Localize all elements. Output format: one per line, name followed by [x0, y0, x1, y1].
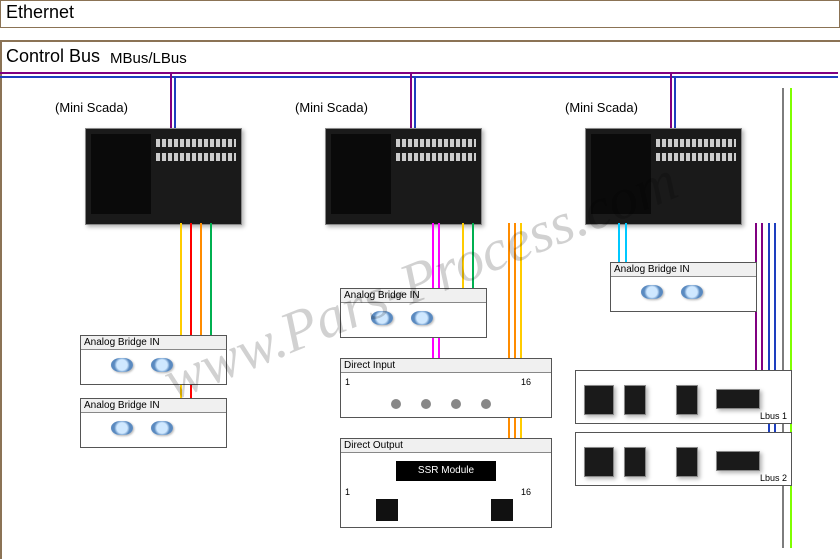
drop-1b	[174, 76, 176, 132]
io-icon	[371, 311, 393, 325]
di-1: 1	[345, 377, 350, 387]
mbus-label: MBus/LBus	[110, 50, 187, 67]
io-icon	[641, 285, 663, 299]
io-icon	[111, 421, 133, 435]
analog-bridge-1a: Analog Bridge IN	[80, 335, 227, 385]
drop-1p	[170, 72, 172, 132]
di-dot	[391, 399, 401, 409]
lbus1-mod	[624, 385, 646, 415]
di-dot	[451, 399, 461, 409]
analog-bridge-2-title: Analog Bridge IN	[341, 289, 486, 303]
scada-1	[85, 128, 242, 225]
lbus-1: Lbus 1	[575, 370, 792, 424]
io-icon	[151, 421, 173, 435]
drop-3p	[670, 72, 672, 132]
analog-bridge-2: Analog Bridge IN	[340, 288, 487, 338]
lbus-2: Lbus 2	[575, 432, 792, 486]
direct-input: Direct Input 1 16	[340, 358, 552, 418]
actuator	[491, 499, 513, 521]
di-dot	[481, 399, 491, 409]
bus-blue	[0, 76, 838, 78]
analog-bridge-3: Analog Bridge IN	[610, 262, 757, 312]
ethernet-label: Ethernet	[6, 2, 74, 23]
n1-green-v	[210, 223, 212, 353]
direct-output-title: Direct Output	[341, 439, 551, 453]
lbus1-mod	[584, 385, 614, 415]
io-icon	[411, 311, 433, 325]
io-icon	[681, 285, 703, 299]
analog-bridge-1b-title: Analog Bridge IN	[81, 399, 226, 413]
io-icon	[151, 358, 173, 372]
lbus1-label: Lbus 1	[760, 411, 787, 421]
drop-3b	[674, 76, 676, 132]
ssr-module: SSR Module	[396, 461, 496, 481]
lbus1-mod	[676, 385, 698, 415]
node3-label: (Mini Scada)	[565, 100, 638, 115]
drop-2p	[410, 72, 412, 132]
lbus2-mod	[676, 447, 698, 477]
ethernet-frame	[0, 0, 840, 28]
scada-3	[585, 128, 742, 225]
lbus2-mod	[584, 447, 614, 477]
di-16: 16	[521, 377, 531, 387]
n1-yellow-v	[180, 223, 182, 416]
n1-red-v	[190, 223, 192, 421]
node2-label: (Mini Scada)	[295, 100, 368, 115]
di-dot	[421, 399, 431, 409]
scada-2	[325, 128, 482, 225]
controlbus-label: Control Bus	[6, 46, 100, 67]
do-1: 1	[345, 487, 350, 497]
lbus2-mod	[716, 451, 760, 471]
bus-purple	[0, 72, 838, 74]
actuator	[376, 499, 398, 521]
direct-output: Direct Output SSR Module 1 16	[340, 438, 552, 528]
direct-input-title: Direct Input	[341, 359, 551, 373]
analog-bridge-1b: Analog Bridge IN	[80, 398, 227, 448]
node1-label: (Mini Scada)	[55, 100, 128, 115]
io-icon	[111, 358, 133, 372]
drop-2b	[414, 76, 416, 132]
lbus2-label: Lbus 2	[760, 473, 787, 483]
analog-bridge-1a-title: Analog Bridge IN	[81, 336, 226, 350]
analog-bridge-3-title: Analog Bridge IN	[611, 263, 756, 277]
lbus1-mod	[716, 389, 760, 409]
lbus2-mod	[624, 447, 646, 477]
do-16: 16	[521, 487, 531, 497]
